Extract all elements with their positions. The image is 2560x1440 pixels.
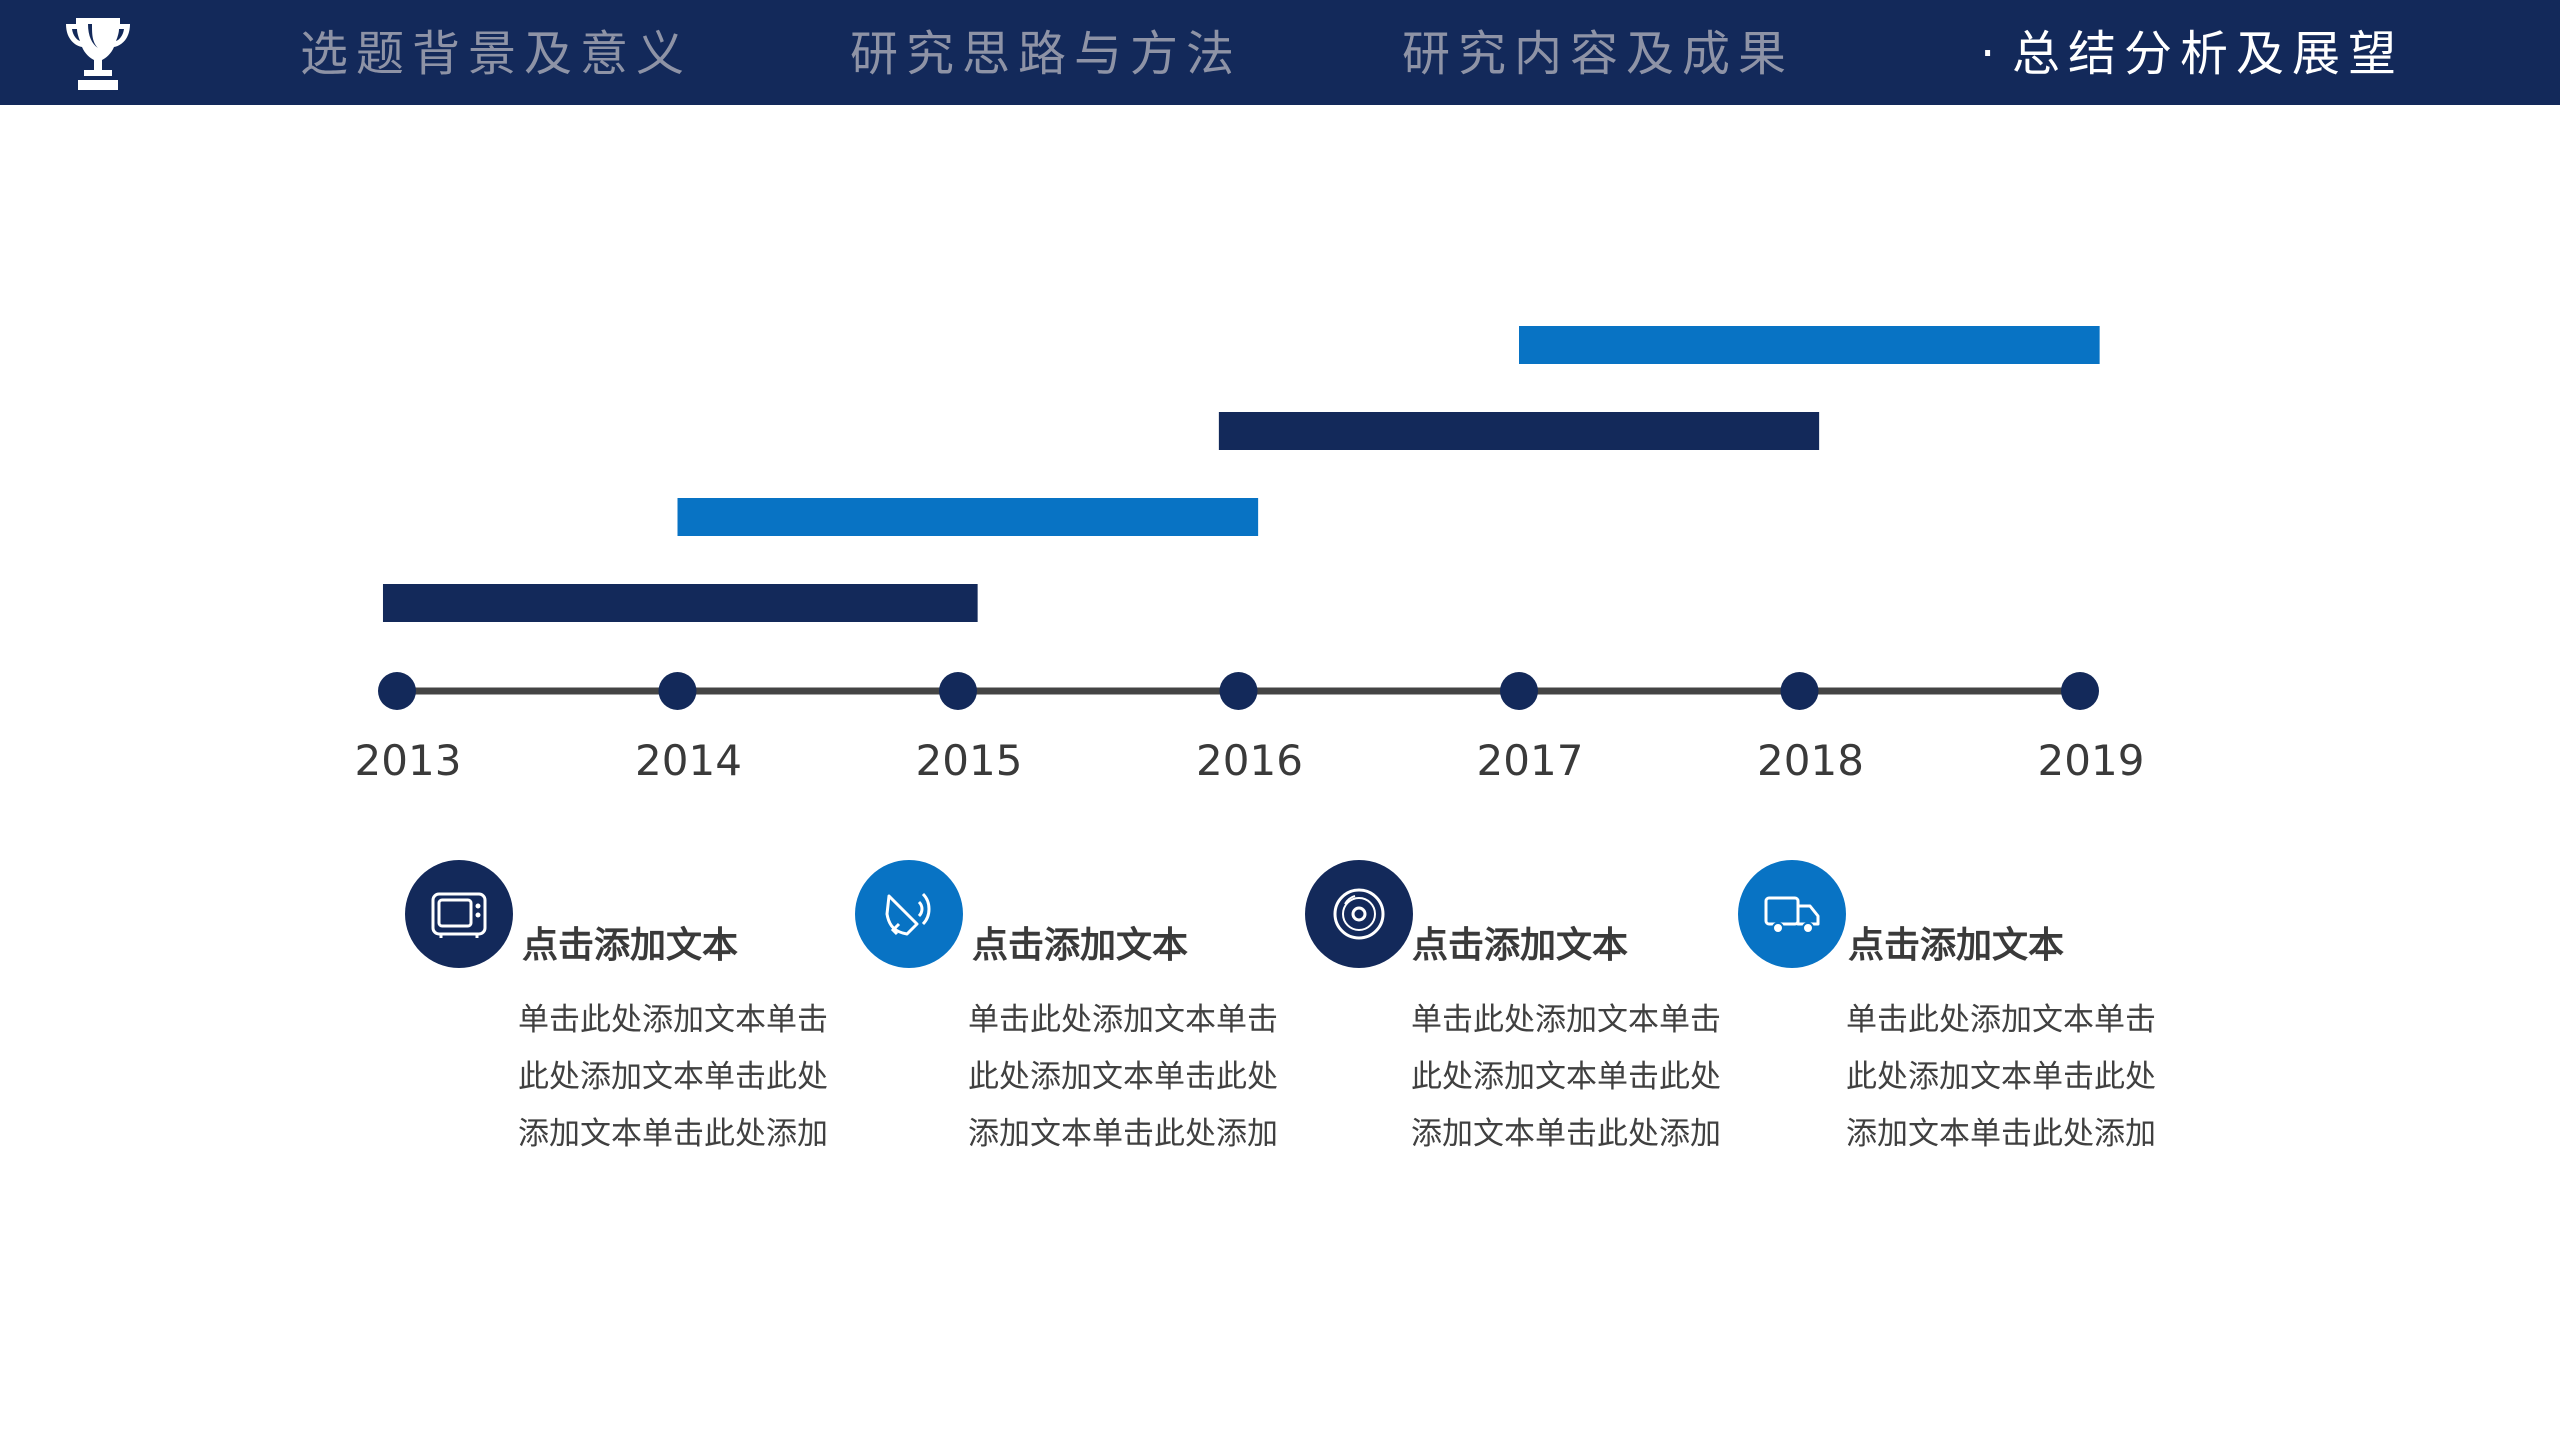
- nav-tab-4-label: 总结分析及展望: [2012, 26, 2405, 82]
- tick-label-2013: 2013: [355, 736, 462, 785]
- active-marker: ·: [1980, 26, 2004, 82]
- trophy-icon: [66, 18, 130, 90]
- megaphone-icon: [885, 892, 931, 936]
- gantt-bar-4: [1519, 326, 2100, 364]
- item-3-title: 点击添加文本: [1412, 925, 1629, 966]
- gantt-bar-1: [382, 584, 978, 622]
- item-2-title: 点击添加文本: [972, 925, 1189, 966]
- item-4-title: 点击添加文本: [1848, 925, 2065, 966]
- item-1-title: 点击添加文本: [522, 925, 739, 966]
- tick-marker-2014: [658, 672, 697, 710]
- item-1-icon-circle: [405, 860, 513, 968]
- tick-label-2015: 2015: [916, 736, 1023, 785]
- tick-marker-2019: [2061, 672, 2099, 710]
- tick-label-2016: 2016: [1196, 736, 1303, 785]
- timeline-chart: 2013 2014 2015 2016 2017 2018 2019: [355, 326, 2145, 785]
- tick-label-2018: 2018: [1757, 736, 1864, 785]
- nav-tab-2[interactable]: 研究思路与方法: [850, 26, 1243, 82]
- nav-tab-1[interactable]: 选题背景及意义: [300, 26, 693, 82]
- tick-marker-2018: [1780, 672, 1819, 710]
- item-1-body: 单击此处添加文本单击此处添加文本单击此处添加文本单击此处添加: [518, 1002, 828, 1152]
- tick-label-2019: 2019: [2038, 736, 2145, 785]
- tick-label-2017: 2017: [1477, 736, 1584, 785]
- nav-tab-3[interactable]: 研究内容及成果: [1402, 26, 1795, 82]
- gantt-bar-2: [677, 498, 1259, 536]
- tick-marker-2017: [1500, 672, 1538, 710]
- nav-tab-4-active[interactable]: · 总结分析及展望: [1980, 24, 2405, 84]
- item-2-body: 单击此处添加文本单击此处添加文本单击此处添加文本单击此处添加: [968, 1002, 1278, 1152]
- vinyl-disc-icon: [1333, 888, 1385, 940]
- item-3-icon-circle: [1305, 860, 1413, 968]
- item-2-icon-circle: [855, 860, 963, 968]
- truck-icon: [1764, 896, 1820, 934]
- tick-label-2014: 2014: [635, 736, 742, 785]
- tick-marker-2016: [1219, 672, 1258, 710]
- tick-marker-2013: [378, 672, 416, 710]
- item-3-body: 单击此处添加文本单击此处添加文本单击此处添加文本单击此处添加: [1411, 1002, 1721, 1152]
- item-4-icon-circle: [1738, 860, 1846, 968]
- tv-icon: [431, 892, 487, 938]
- top-nav-bar: 选题背景及意义 研究思路与方法 研究内容及成果 · 总结分析及展望: [0, 0, 2560, 105]
- tick-marker-2015: [939, 672, 977, 710]
- item-4-body: 单击此处添加文本单击此处添加文本单击此处添加文本单击此处添加: [1846, 1002, 2156, 1152]
- gantt-bar-3: [1218, 412, 1820, 450]
